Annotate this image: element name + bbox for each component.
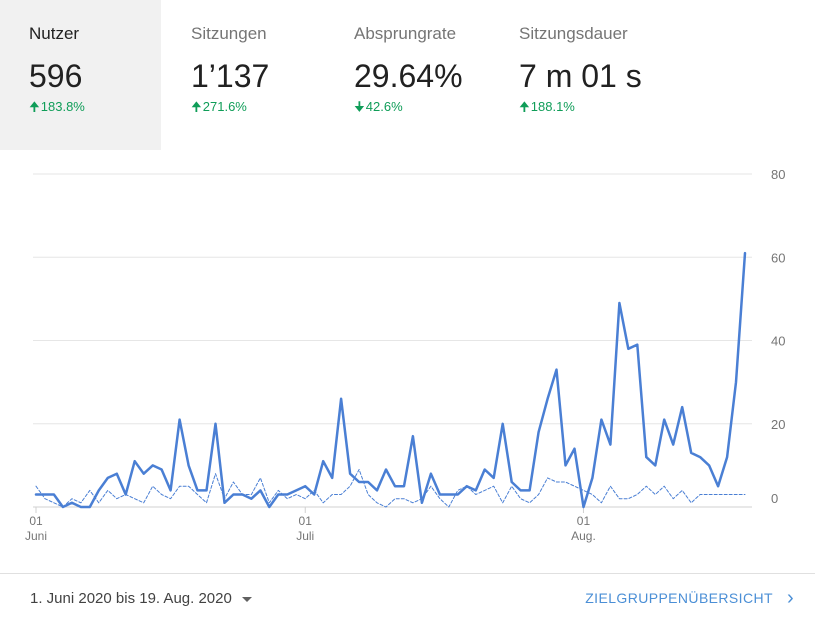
- arrow-up-icon: 🠉: [519, 99, 530, 114]
- metric-value: 7 m 01 s: [519, 58, 642, 94]
- metric-tab-sitzungsdauer[interactable]: Sitzungsdauer 7 m 01 s 🠉188.1%: [489, 0, 669, 150]
- metric-label: Absprungrate: [354, 24, 457, 43]
- x-tick-label: Aug.: [571, 529, 596, 543]
- metric-value: 596: [29, 58, 83, 94]
- metric-label: Nutzer: [29, 24, 80, 43]
- metric-tab-nutzer[interactable]: Nutzer 596 🠉183.8%: [0, 0, 161, 150]
- metric-change: 🠉271.6%: [191, 98, 247, 120]
- metric-change: 🠋42.6%: [354, 98, 403, 120]
- x-tick-label: Juni: [25, 529, 47, 543]
- y-tick-label: 60: [771, 250, 785, 265]
- metric-value: 1’137: [191, 58, 270, 94]
- x-tick-label: 01: [299, 514, 313, 528]
- y-tick-label: 20: [771, 417, 785, 432]
- metric-value: 29.64%: [354, 58, 463, 94]
- metric-tabs: Nutzer 596 🠉183.8% Sitzungen 1’137 🠉271.…: [0, 0, 815, 150]
- arrow-up-icon: 🠉: [29, 99, 40, 114]
- audience-overview-label: ZIELGRUPPENÜBERSICHT: [585, 590, 773, 606]
- metric-change-value: 42.6%: [365, 99, 403, 114]
- metric-tab-absprungrate[interactable]: Absprungrate 29.64% 🠋42.6%: [325, 0, 489, 150]
- arrow-down-icon: 🠋: [354, 99, 365, 114]
- x-tick-label: 01: [577, 514, 591, 528]
- y-tick-label: 80: [771, 167, 785, 182]
- caret-down-icon: [241, 596, 252, 602]
- metric-change: 🠉188.1%: [519, 98, 575, 120]
- footer-divider: [0, 573, 815, 574]
- y-tick-label: 0: [771, 491, 778, 506]
- x-tick-label: Juli: [296, 529, 314, 543]
- arrow-up-icon: 🠉: [191, 99, 202, 114]
- y-tick-label: 40: [771, 334, 785, 349]
- metric-change: 🠉183.8%: [29, 98, 85, 120]
- date-range-label: 1. Juni 2020 bis 19. Aug. 2020: [30, 590, 232, 607]
- metric-change-value: 271.6%: [202, 99, 247, 114]
- users-line-chart: 0 20 40 60 80 01 Juni 01 Juli 01 Aug.: [0, 160, 815, 560]
- audience-overview-link[interactable]: ZIELGRUPPENÜBERSICHT ›: [585, 587, 794, 609]
- series-line-main: [34, 251, 747, 509]
- series-line-comparison: [35, 469, 746, 508]
- metric-change-value: 183.8%: [40, 99, 85, 114]
- chevron-right-icon: ›: [786, 587, 794, 609]
- metric-change-value: 188.1%: [530, 99, 575, 114]
- x-tick-label: 01: [29, 514, 43, 528]
- metric-label: Sitzungen: [191, 24, 267, 43]
- date-range-selector[interactable]: 1. Juni 2020 bis 19. Aug. 2020: [30, 590, 252, 607]
- metric-tab-sitzungen[interactable]: Sitzungen 1’137 🠉271.6%: [161, 0, 325, 150]
- metric-label: Sitzungsdauer: [519, 24, 628, 43]
